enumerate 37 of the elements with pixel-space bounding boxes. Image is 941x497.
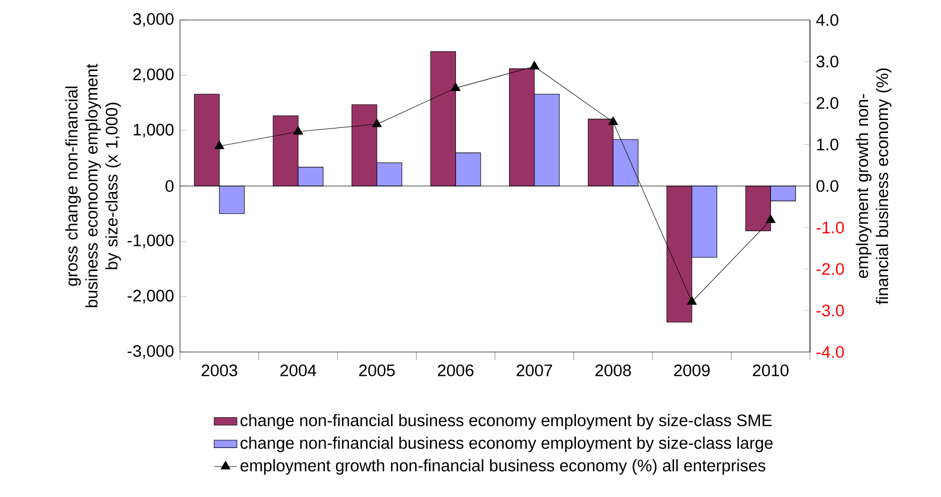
x-tick-label: 2008 [595, 364, 631, 376]
x-tick-label: 2003 [202, 364, 238, 376]
point [372, 118, 382, 128]
y2-tick-label: -4.0 [816, 346, 844, 358]
legend-label: change non-financial business economy employment by size-class SME [240, 414, 772, 430]
y2-tick-label: 2.0 [816, 97, 838, 109]
x-tick-label: 2007 [516, 364, 552, 376]
y-tick-label: 2,000 [133, 68, 174, 82]
point [293, 126, 304, 135]
x-tick-label: 2010 [752, 364, 789, 376]
x-tick-label: 2005 [359, 364, 395, 376]
x-tick-label: 2004 [280, 364, 316, 376]
y-axis-title: gross change non-financial business econoomy employment by size-class (x 1,000) [65, 64, 121, 308]
x-tick-label: 2006 [438, 364, 474, 376]
y2-tick-label: 1.0 [817, 138, 838, 150]
legend-label: change non-financial business economy employment by size-class large [240, 436, 773, 452]
y2-tick-label: 0.0 [816, 180, 838, 192]
legend-label: employment growth non-financial business economy (%) all enterprises [240, 459, 766, 475]
y-tick-label: 3,000 [133, 13, 174, 27]
y2-tick-label: 3.0 [816, 56, 838, 68]
point [214, 140, 224, 150]
point [766, 214, 776, 223]
point [450, 82, 461, 91]
y-tick-label: 1,000 [134, 124, 174, 138]
y2-tick-label: -3.0 [816, 304, 844, 316]
y-tick-label: -1,000 [128, 234, 174, 248]
y-tick-label: -2,000 [128, 290, 174, 304]
y2-tick-label: 4.0 [816, 14, 838, 26]
y2-axis-title: employment growth non-financial business economy (%) [856, 68, 892, 304]
point [686, 296, 697, 305]
y-tick-label: 0 [166, 180, 174, 192]
point [529, 60, 540, 70]
y-tick-label: -3,000 [128, 345, 174, 359]
y2-tick-label: -2.0 [816, 263, 844, 275]
point [608, 116, 618, 126]
y2-tick-label: -1.0 [816, 222, 844, 234]
x-tick-label: 2009 [674, 364, 710, 376]
